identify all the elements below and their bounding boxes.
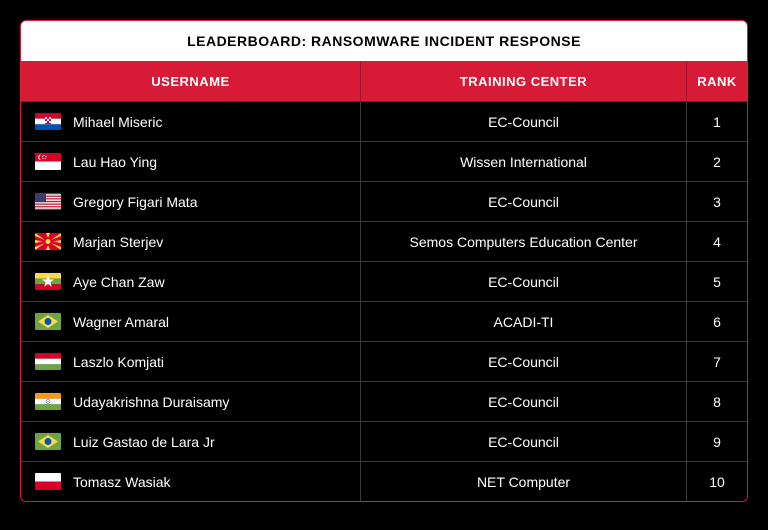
brazil-flag-icon: [35, 313, 61, 330]
username-cell: Wagner Amaral: [21, 302, 361, 341]
singapore-flag-icon: [35, 153, 61, 170]
india-flag-icon: [35, 393, 61, 410]
username-text: Tomasz Wasiak: [73, 474, 171, 490]
training-center-cell: EC-Council: [361, 182, 687, 221]
table-row: Marjan Sterjev Semos Computers Education …: [21, 221, 747, 261]
rank-cell: 4: [687, 222, 747, 261]
brazil-flag-icon: [35, 433, 61, 450]
username-text: Luiz Gastao de Lara Jr: [73, 434, 215, 450]
username-text: Aye Chan Zaw: [73, 274, 165, 290]
username-cell: Gregory Figari Mata: [21, 182, 361, 221]
training-center-cell: Semos Computers Education Center: [361, 222, 687, 261]
hungary-flag-icon: [35, 353, 61, 370]
rank-cell: 10: [687, 462, 747, 501]
usa-flag-icon: [35, 193, 61, 210]
poland-flag-icon: [35, 473, 61, 490]
header-rank: RANK: [687, 62, 747, 101]
table-row: Mihael Miseric EC-Council1: [21, 101, 747, 141]
username-cell: Udayakrishna Duraisamy: [21, 382, 361, 421]
username-cell: Laszlo Komjati: [21, 342, 361, 381]
macedonia-flag-icon: [35, 233, 61, 250]
username-cell: Lau Hao Ying: [21, 142, 361, 181]
leaderboard-table: LEADERBOARD: RANSOMWARE INCIDENT RESPONS…: [20, 20, 748, 502]
header-training-center: TRAINING CENTER: [361, 62, 687, 101]
username-text: Laszlo Komjati: [73, 354, 164, 370]
table-row: Aye Chan Zaw EC-Council5: [21, 261, 747, 301]
training-center-cell: EC-Council: [361, 382, 687, 421]
rank-cell: 8: [687, 382, 747, 421]
username-cell: Marjan Sterjev: [21, 222, 361, 261]
table-row: Gregory Figari Mata EC-Council3: [21, 181, 747, 221]
leaderboard-header-row: USERNAME TRAINING CENTER RANK: [21, 62, 747, 101]
rank-cell: 6: [687, 302, 747, 341]
rank-cell: 2: [687, 142, 747, 181]
training-center-cell: NET Computer: [361, 462, 687, 501]
username-cell: Mihael Miseric: [21, 102, 361, 141]
username-text: Lau Hao Ying: [73, 154, 157, 170]
username-text: Udayakrishna Duraisamy: [73, 394, 229, 410]
training-center-cell: ACADI-TI: [361, 302, 687, 341]
username-text: Mihael Miseric: [73, 114, 162, 130]
username-cell: Aye Chan Zaw: [21, 262, 361, 301]
training-center-cell: Wissen International: [361, 142, 687, 181]
table-row: Tomasz Wasiak NET Computer10: [21, 461, 747, 501]
username-text: Gregory Figari Mata: [73, 194, 197, 210]
table-row: Wagner Amaral ACADI-TI6: [21, 301, 747, 341]
table-row: Laszlo Komjati EC-Council7: [21, 341, 747, 381]
leaderboard-title: LEADERBOARD: RANSOMWARE INCIDENT RESPONS…: [21, 21, 747, 62]
username-cell: Tomasz Wasiak: [21, 462, 361, 501]
rank-cell: 5: [687, 262, 747, 301]
header-username: USERNAME: [21, 62, 361, 101]
rank-cell: 9: [687, 422, 747, 461]
training-center-cell: EC-Council: [361, 102, 687, 141]
training-center-cell: EC-Council: [361, 422, 687, 461]
myanmar-flag-icon: [35, 273, 61, 290]
rank-cell: 1: [687, 102, 747, 141]
rank-cell: 7: [687, 342, 747, 381]
table-row: Luiz Gastao de Lara Jr EC-Council9: [21, 421, 747, 461]
table-row: Lau Hao Ying Wissen International2: [21, 141, 747, 181]
leaderboard-body: Mihael MisericEC-Council1Lau Hao YingWis…: [21, 101, 747, 501]
table-row: Udayakrishna Duraisamy EC-Council8: [21, 381, 747, 421]
croatia-flag-icon: [35, 113, 61, 130]
username-text: Wagner Amaral: [73, 314, 169, 330]
rank-cell: 3: [687, 182, 747, 221]
username-cell: Luiz Gastao de Lara Jr: [21, 422, 361, 461]
training-center-cell: EC-Council: [361, 342, 687, 381]
training-center-cell: EC-Council: [361, 262, 687, 301]
username-text: Marjan Sterjev: [73, 234, 163, 250]
